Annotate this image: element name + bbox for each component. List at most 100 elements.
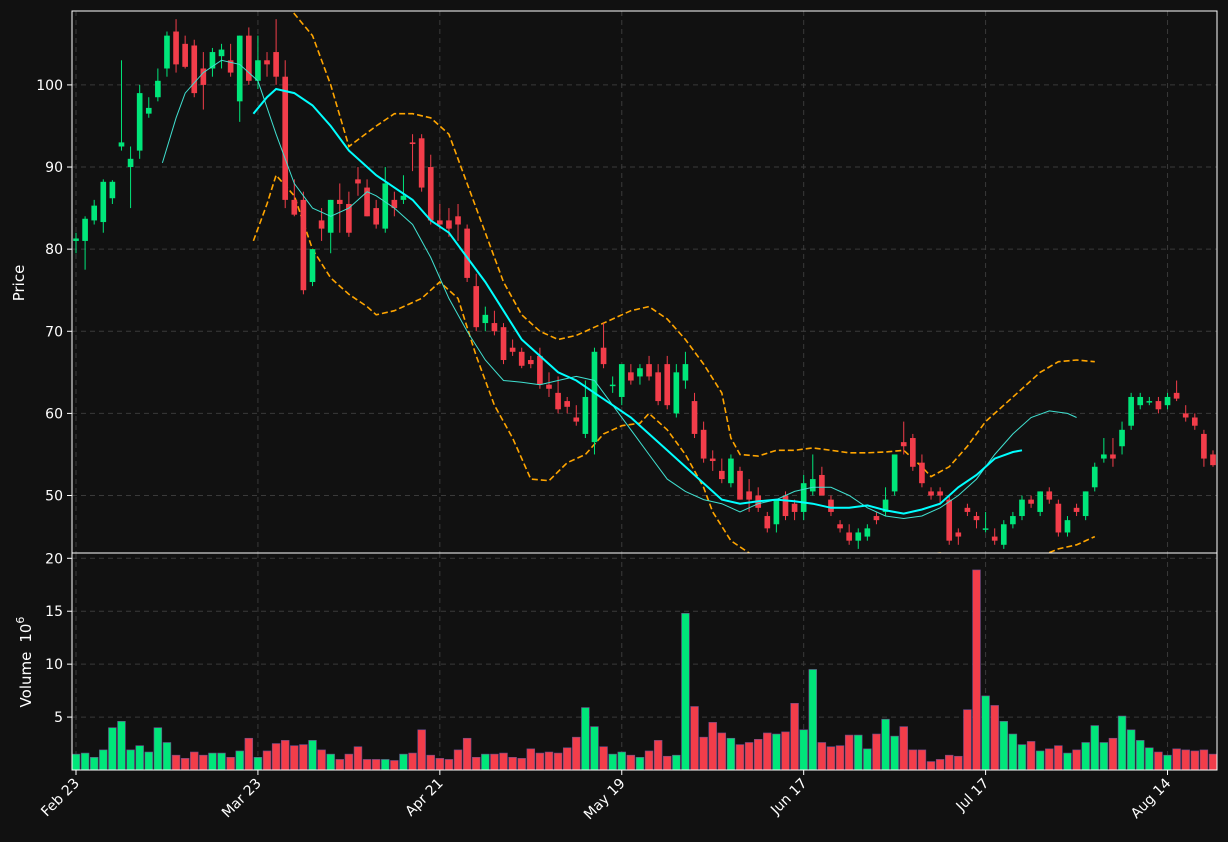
candle-body (1101, 454, 1107, 459)
volume-bar (208, 752, 217, 770)
candle-body (346, 203, 352, 233)
volume-bar (908, 749, 918, 770)
volume-bar (1063, 752, 1072, 770)
volume-bar (481, 753, 490, 770)
candle-body (1201, 433, 1207, 459)
volume-bar (326, 753, 335, 770)
volume-bar (681, 613, 690, 770)
volume-bar (963, 709, 972, 770)
price-tick-label: 100 (36, 78, 63, 94)
candle-body (236, 35, 243, 102)
volume-bar (1099, 742, 1109, 770)
candle-body (246, 35, 252, 81)
volume-bar (1208, 753, 1217, 770)
price-gridlines (72, 11, 1217, 553)
candle-body (1091, 466, 1098, 488)
candle-body (764, 516, 771, 529)
candle-body (264, 60, 270, 65)
volume-bar (1017, 744, 1027, 770)
volume-bar (1090, 725, 1099, 770)
volume-bar (781, 731, 790, 770)
volume-bar (644, 750, 654, 770)
candle-body (628, 372, 634, 381)
volume-bar (335, 759, 344, 770)
candle-body (846, 532, 852, 541)
candle-body (1119, 429, 1125, 447)
volume-bar (881, 718, 890, 770)
candle-body (427, 167, 434, 221)
volume-bar (708, 722, 717, 770)
volume-bar (89, 756, 99, 770)
volume-bar (72, 753, 81, 770)
volume-bar (790, 703, 799, 770)
candle-body (446, 220, 452, 229)
candle-body (527, 360, 534, 365)
volume-bar (226, 756, 235, 770)
price-tick-label: 80 (45, 242, 63, 258)
candle-body (100, 181, 107, 223)
candle-body (946, 499, 953, 541)
volume-bar (1054, 745, 1063, 770)
candle-body (73, 238, 79, 241)
volume-bar (999, 721, 1009, 770)
candle-body (273, 52, 279, 77)
volume-bar (390, 760, 399, 770)
volume-bar (1108, 737, 1118, 770)
volume-bar (863, 748, 872, 770)
volume-gridlines (72, 553, 1217, 770)
candle-body (1046, 491, 1053, 500)
volume-bar (672, 754, 681, 770)
volume-bar (399, 753, 408, 770)
volume-bar (590, 726, 599, 770)
candle-body (1173, 392, 1180, 399)
candle-body (773, 499, 780, 525)
candle-body (891, 454, 898, 492)
volume-bar (690, 706, 699, 770)
volume-tick-label: 10 (45, 657, 63, 673)
candle-body (173, 31, 179, 65)
candle-body (227, 60, 234, 73)
candle-body (964, 507, 971, 512)
candle-body (1210, 454, 1216, 466)
volume-bar (981, 695, 990, 770)
volume-bar (1045, 748, 1054, 770)
volume-bar (817, 742, 827, 770)
volume-bar (235, 750, 244, 770)
volume-bar (935, 759, 945, 770)
candle-body (1055, 503, 1062, 533)
candle-body (318, 220, 325, 229)
volume-panel-frame (71, 552, 1218, 771)
bollinger-lower-band (252, 173, 1096, 553)
candle-body (573, 417, 580, 422)
candle-body (673, 372, 680, 414)
candle-body (582, 396, 589, 434)
volume-bar (171, 754, 181, 770)
candle-body (1064, 520, 1071, 533)
volume-bar (117, 721, 126, 770)
candle-body (1128, 396, 1134, 426)
moving-average-long (252, 87, 1023, 515)
candle-body (1082, 491, 1089, 517)
volume-bar (353, 746, 363, 770)
volume-bar (572, 736, 581, 770)
candle-body (937, 491, 943, 496)
candle-body (664, 364, 671, 406)
candle-body (700, 429, 707, 459)
volume-bar (108, 727, 117, 770)
candle-body (637, 368, 643, 377)
volume-bar (499, 752, 508, 770)
candle-body (282, 76, 289, 200)
candle-body (291, 199, 298, 215)
volume-axis-label-base: 10 (17, 624, 35, 643)
candle-body (782, 495, 789, 517)
volume-bar (444, 759, 454, 770)
candle-body (455, 216, 461, 225)
volume-bar (344, 753, 354, 770)
volume-bar (835, 745, 845, 770)
candle-body (509, 347, 516, 352)
candle-body (746, 491, 752, 500)
volume-bar (362, 759, 372, 770)
candle-body (464, 228, 470, 278)
